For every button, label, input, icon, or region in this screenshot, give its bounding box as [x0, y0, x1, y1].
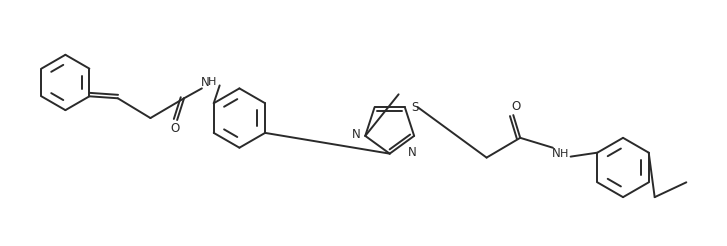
- Text: N: N: [551, 147, 561, 160]
- Text: N: N: [201, 76, 209, 89]
- Text: S: S: [411, 101, 419, 114]
- Text: H: H: [560, 149, 568, 159]
- Text: N: N: [352, 128, 361, 141]
- Text: N: N: [408, 146, 417, 159]
- Text: H: H: [207, 77, 216, 88]
- Text: O: O: [171, 123, 180, 136]
- Text: O: O: [512, 100, 521, 113]
